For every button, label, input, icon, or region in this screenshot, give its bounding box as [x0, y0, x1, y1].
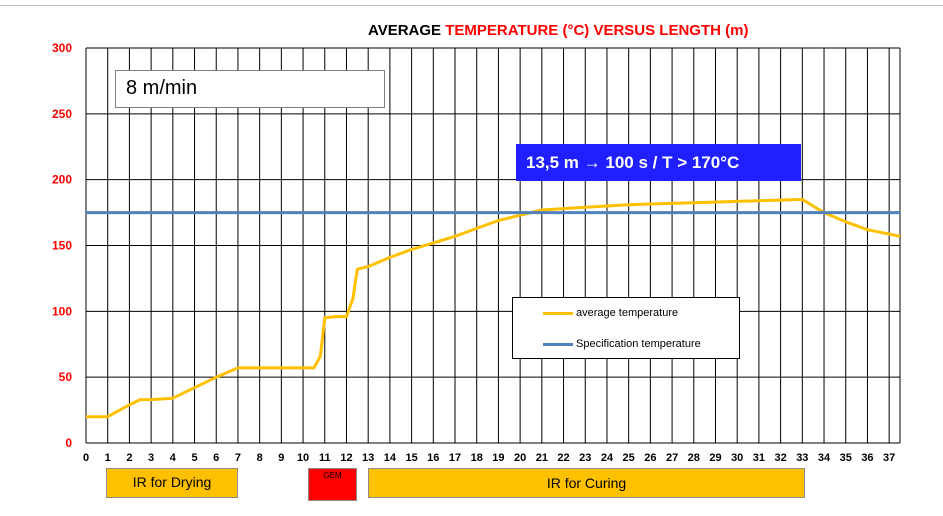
- x-tick-label: 19: [492, 452, 504, 464]
- zone-gem: GEM: [308, 468, 357, 501]
- zone-ir-drying-label: IR for Drying: [132, 474, 212, 490]
- y-tick-label: 300: [52, 41, 72, 55]
- x-tick-label: 4: [170, 452, 177, 464]
- y-tick-label: 200: [52, 173, 72, 187]
- x-tick-label: 27: [666, 452, 678, 464]
- x-tick-label: 5: [191, 452, 197, 464]
- x-tick-label: 9: [278, 452, 284, 464]
- x-tick-label: 12: [340, 452, 352, 464]
- title-part-versus-length: VERSUS LENGTH (m): [593, 22, 749, 39]
- x-tick-label: 37: [883, 452, 895, 464]
- x-tick-label: 22: [557, 452, 569, 464]
- x-tick-label: 18: [471, 452, 483, 464]
- x-tick-label: 1: [105, 452, 111, 464]
- y-tick-label: 0: [65, 436, 72, 450]
- legend-label-spec: Specification temperature: [576, 338, 701, 350]
- title-part-average: AVERAGE: [368, 22, 446, 39]
- y-tick-label: 100: [52, 304, 72, 318]
- x-tick-label: 10: [297, 452, 309, 464]
- x-tick-label: 20: [514, 452, 526, 464]
- x-tick-label: 29: [709, 452, 721, 464]
- y-tick-label: 50: [59, 370, 73, 384]
- x-tick-label: 6: [213, 452, 219, 464]
- x-tick-label: 31: [753, 452, 765, 464]
- x-tick-label: 26: [644, 452, 656, 464]
- zone-ir-curing-label: IR for Curing: [546, 475, 627, 491]
- x-tick-label: 30: [731, 452, 743, 464]
- curing-callout: 13,5 m → 100 s / T > 170°C: [516, 144, 801, 181]
- legend-item-spec: Specification temperature: [513, 337, 701, 351]
- x-tick-label: 16: [427, 452, 439, 464]
- legend-swatch-spec: [543, 342, 573, 346]
- top-border-line: [0, 5, 943, 6]
- x-tick-label: 8: [257, 452, 263, 464]
- x-tick-label: 14: [384, 452, 397, 464]
- x-tick-label: 34: [818, 452, 831, 464]
- chart-legend: average temperature Specification temper…: [512, 297, 740, 359]
- legend-swatch-average: [543, 311, 573, 315]
- zone-ir-curing: IR for Curing: [368, 468, 805, 498]
- callout-text: 13,5 m → 100 s / T > 170°C: [526, 153, 740, 172]
- legend-item-average: average temperature: [513, 306, 678, 320]
- y-tick-label: 150: [52, 239, 72, 253]
- x-tick-label: 17: [449, 452, 461, 464]
- zone-ir-drying: IR for Drying: [106, 468, 238, 498]
- speed-label-box: 8 m/min: [115, 70, 385, 108]
- series-line-average-temperature: [86, 197, 901, 419]
- x-tick-label: 32: [774, 452, 786, 464]
- x-tick-label: 2: [126, 452, 132, 464]
- x-tick-label: 13: [362, 452, 374, 464]
- x-tick-label: 28: [688, 452, 700, 464]
- x-tick-label: 3: [148, 452, 154, 464]
- x-tick-label: 0: [83, 452, 89, 464]
- x-tick-label: 24: [601, 452, 614, 464]
- title-part-temperature: TEMPERATURE (°C): [445, 22, 594, 39]
- legend-label-average: average temperature: [576, 307, 679, 319]
- chart-title: AVERAGE TEMPERATURE (°C) VERSUS LENGTH (…: [368, 22, 748, 39]
- x-tick-label: 36: [861, 452, 873, 464]
- y-tick-label: 250: [52, 107, 72, 121]
- x-tick-label: 35: [840, 452, 852, 464]
- x-tick-label: 23: [579, 452, 591, 464]
- x-tick-label: 33: [796, 452, 808, 464]
- speed-label: 8 m/min: [126, 77, 198, 99]
- x-tick-label: 7: [235, 452, 241, 464]
- x-tick-label: 21: [536, 452, 548, 464]
- x-tick-label: 25: [623, 452, 635, 464]
- x-tick-label: 15: [405, 452, 417, 464]
- x-tick-label: 11: [319, 452, 331, 464]
- zone-gem-label: GEM: [323, 471, 342, 480]
